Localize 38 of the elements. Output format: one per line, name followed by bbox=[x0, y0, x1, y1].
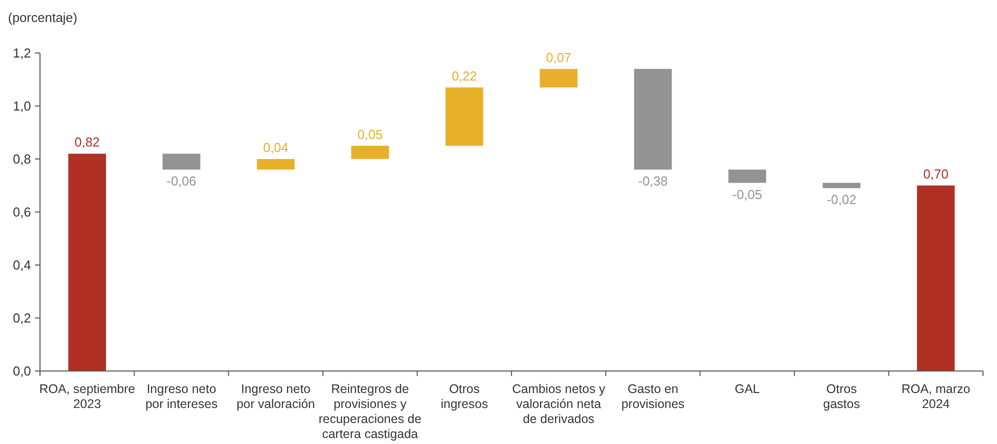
y-tick-label: 0,6 bbox=[12, 204, 31, 220]
bar bbox=[916, 186, 955, 371]
bar bbox=[68, 154, 106, 371]
data-label: 0,22 bbox=[452, 68, 478, 84]
data-label: 0,05 bbox=[357, 126, 383, 142]
bar bbox=[351, 146, 389, 159]
data-label: -0,06 bbox=[166, 174, 196, 189]
data-label: 0,07 bbox=[546, 50, 572, 65]
y-tick-label: 0,0 bbox=[12, 364, 31, 379]
data-label: -0,38 bbox=[638, 174, 668, 189]
bar bbox=[822, 182, 860, 188]
x-tick-label: Otros ingresos bbox=[440, 382, 488, 411]
y-tick-label: 0,4 bbox=[12, 258, 31, 273]
y-tick-label: 0,8 bbox=[12, 152, 31, 167]
x-tick-label: ROA, marzo 2024 bbox=[901, 382, 970, 411]
bar bbox=[540, 68, 578, 88]
x-tick-label: ROA, septiembre 2023 bbox=[39, 382, 136, 411]
y-axis-title: (porcentaje) bbox=[8, 10, 78, 25]
bar bbox=[256, 159, 295, 170]
data-label: -0,05 bbox=[732, 186, 762, 202]
bar bbox=[634, 68, 672, 170]
x-tick-label: Gasto en provisiones bbox=[621, 382, 685, 411]
data-label: 0,82 bbox=[74, 134, 100, 150]
bar bbox=[445, 87, 484, 146]
y-tick-label: 1,2 bbox=[12, 46, 31, 61]
x-tick-label: Ingreso neto por valoración bbox=[236, 382, 316, 411]
y-tick-label: 1,0 bbox=[12, 98, 31, 114]
x-tick-label: Ingreso neto por intereses bbox=[145, 382, 218, 411]
x-tick-label: GAL bbox=[734, 382, 760, 396]
data-label: 0,04 bbox=[263, 140, 288, 155]
data-label: -0,02 bbox=[826, 192, 856, 208]
bar bbox=[162, 154, 200, 170]
x-tick-label: Otros gastos bbox=[823, 382, 860, 411]
bar bbox=[728, 170, 766, 183]
x-tick-label: Reintegros de provisiones y recuperaciones de cartera castigada bbox=[318, 382, 422, 441]
data-label: 0,70 bbox=[923, 166, 949, 182]
y-tick-label: 0,2 bbox=[12, 310, 31, 326]
x-tick-label: Cambios netos y valoración neta de derivados bbox=[512, 382, 606, 426]
